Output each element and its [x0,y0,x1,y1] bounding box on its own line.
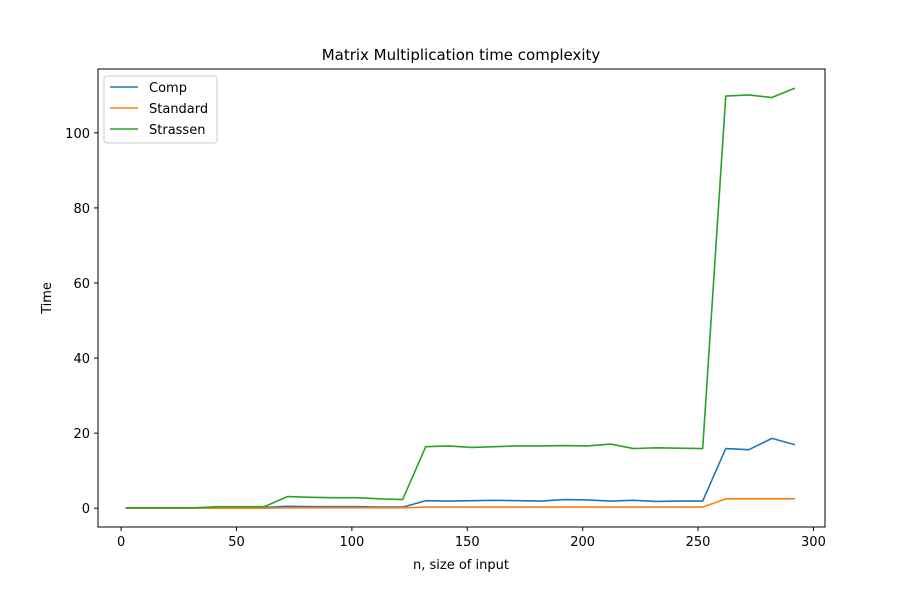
y-tick-label: 100 [65,127,90,142]
y-tick-label: 80 [73,202,90,217]
legend-box [103,75,218,144]
series-line-strassen [125,87,796,509]
legend-label: Comp [149,81,187,96]
y-axis-label: Time [40,282,55,315]
x-tick-label: 250 [686,535,711,550]
y-tick-label: 0 [82,502,90,517]
y-tick-label: 40 [73,352,90,367]
x-tick-label: 200 [570,535,595,550]
chart-title: Matrix Multiplication time complexity [322,46,601,64]
x-axis: 0 50 100 150 200 250 300 [117,527,826,550]
y-axis: 0 20 40 60 80 100 [65,127,98,517]
plot-area [97,68,826,528]
x-tick-label: 50 [228,535,245,550]
x-tick-label: 300 [801,535,826,550]
legend-label: Strassen [149,123,205,138]
series-lines [125,87,796,510]
legend: Comp Standard Strassen [103,75,218,144]
legend-label: Standard [149,102,208,117]
y-tick-label: 60 [73,277,90,292]
x-tick-label: 150 [455,535,480,550]
y-tick-label: 20 [73,427,90,442]
x-tick-label: 100 [339,535,364,550]
x-tick-label: 0 [117,535,125,550]
series-line-standard [125,498,795,510]
x-axis-label: n, size of input [413,558,509,573]
